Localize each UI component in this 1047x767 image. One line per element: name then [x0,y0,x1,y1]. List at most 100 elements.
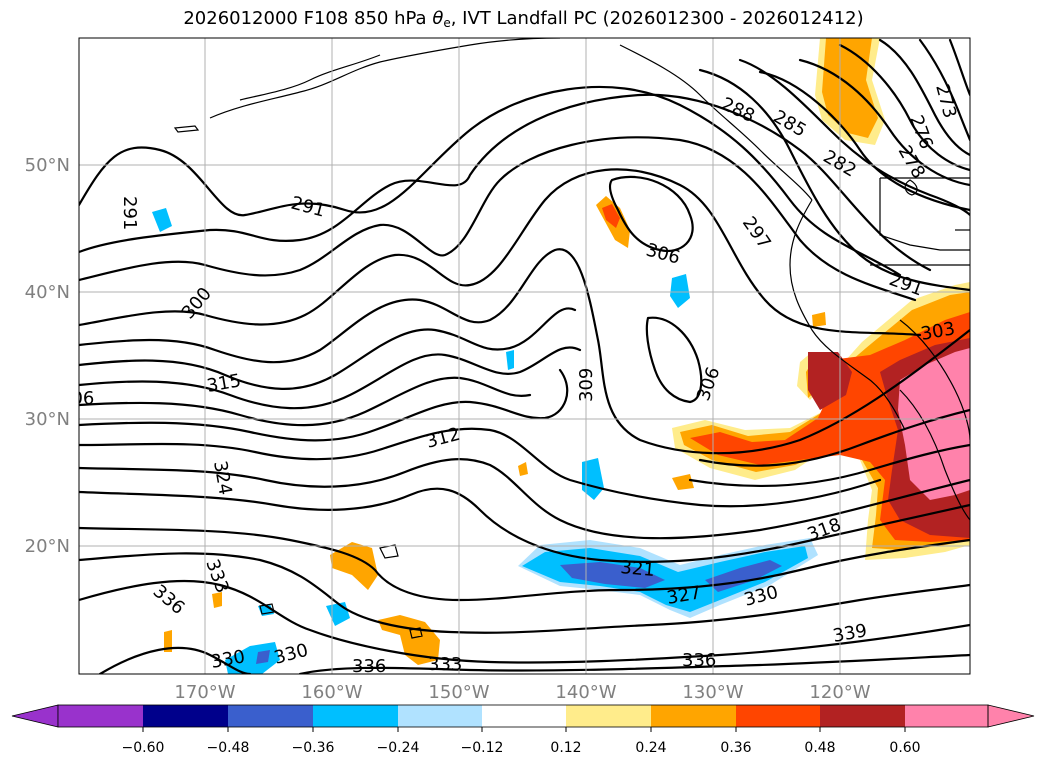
colorbar-swatch [143,705,228,727]
negative-shade-sw-1 [225,642,280,674]
colorbar-tick-label: 0.24 [635,740,666,756]
negative-shade-mid-3 [506,350,514,370]
contour-line [79,579,970,664]
contour-line [79,85,902,277]
lon-label: 120°W [809,682,870,703]
contour-layer [79,38,970,674]
contour-line [878,38,970,157]
map-title: 2026012000 F108 850 hPa θe, IVT Landfall… [183,8,864,30]
lon-label: 130°W [682,682,743,703]
coastline [239,54,381,101]
positive-shade-small-3 [672,474,694,490]
graticule [79,38,970,674]
contour-label: 309 [576,368,597,402]
contour-line [79,346,582,410]
contour-line [698,68,970,292]
colorbar-swatch [736,705,820,727]
lon-label: 140°W [555,682,616,703]
contour-line [798,58,970,187]
lat-label: 30°N [25,409,70,430]
contour-label: 321 [620,557,656,581]
coastline [173,125,200,133]
contour-line [79,458,970,540]
coastline [904,179,918,196]
coastline [409,627,423,639]
coastline [899,319,970,441]
colorbar-swatch [566,705,651,727]
map-area: 291 300 315 306 324 312 309 306 306 333 … [60,38,970,677]
contour-label: 306 [60,388,94,409]
contour-line [79,526,970,602]
colorbar-tick-label: 0.60 [889,740,920,756]
colorbar-swatch [398,705,482,727]
lat-label: 40°N [25,282,70,303]
colorbar-ticks [142,727,906,732]
contour-line [758,70,970,212]
contour-label: 291 [119,196,140,230]
contour-line [608,175,694,253]
lon-labels: 170°W 160°W 150°W 140°W 130°W 120°W [174,682,870,703]
colorbar-tick-label: 0.36 [720,740,751,756]
colorbar-tick-label: −0.60 [122,740,165,756]
lat-label: 20°N [25,536,70,557]
shading-layer [152,38,970,674]
coastline-layer [173,38,970,639]
colorbar-tick-label: −0.24 [377,740,420,756]
lat-labels: 50°N 40°N 30°N 20°N [25,155,70,557]
coastline [879,178,970,251]
coastline [899,389,970,521]
contour-label: 336 [352,656,386,677]
contour-line [645,316,703,404]
contour-label: 333 [428,654,462,675]
contour-line [948,38,970,97]
negative-shade-mid-1 [670,274,690,308]
contour-label: 336 [682,650,716,671]
map-frame [78,37,971,675]
colorbar-tick-label: 0.48 [804,740,835,756]
colorbar-swatch [313,705,398,727]
colorbar-swatch [820,705,905,727]
contour-line [79,427,882,508]
colorbar-tick-label: −0.48 [207,740,250,756]
coastline [259,603,275,615]
colorbar-swatch [58,705,143,727]
contour-line [838,43,970,172]
positive-shade-hawaii-south [378,615,440,665]
positive-shade-mid-pacific-core [602,204,620,228]
contour-line [79,552,970,634]
colorbar: −0.60 −0.48 −0.36 −0.24 −0.12 0.12 0.24 … [11,704,1035,756]
positive-shade-ar-pink [898,348,970,500]
coastline [789,199,906,431]
positive-shade-bc-coast-inner [822,38,878,138]
contour-line [79,487,970,563]
negative-shade-mid-2 [582,458,604,500]
lat-label: 50°N [25,155,70,176]
contour-line [79,248,970,455]
colorbar-swatch [651,705,736,727]
negative-shade-sw-2 [256,650,270,664]
colorbar-tick-label: 0.12 [550,740,581,756]
contour-line [79,93,932,272]
contour-line [79,376,532,427]
contour-line [79,307,577,390]
contour-line [79,136,917,302]
coastline [209,38,561,119]
colorbar-tick-label: −0.12 [461,740,504,756]
lon-label: 170°W [174,682,235,703]
colorbar-outline [57,704,989,728]
colorbar-swatch [905,705,988,727]
coastline [619,44,813,201]
contour-line [738,58,970,217]
colorbar-swatch [482,705,566,727]
colorbar-extend-min [11,704,59,728]
contour-line [298,653,970,674]
positive-shade-small-2 [164,630,172,652]
lon-label: 160°W [301,682,362,703]
positive-shade-small-5 [812,312,826,327]
contour-line [79,168,922,337]
positive-shade-small-1 [212,592,222,608]
colorbar-extend-max [987,704,1035,728]
contour-line [79,368,569,442]
contour-line [698,408,970,467]
